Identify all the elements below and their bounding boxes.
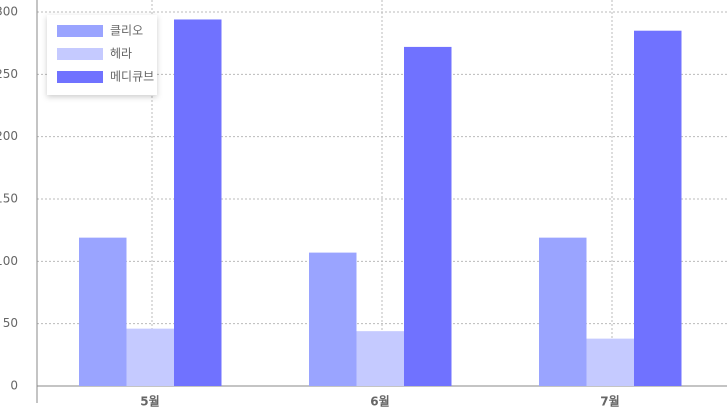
bar: [634, 30, 682, 386]
bar: [539, 237, 587, 386]
legend-swatch: [57, 25, 103, 37]
y-tick-label: 50: [3, 316, 18, 330]
y-tick-label: 100: [0, 254, 18, 268]
x-tick-label: 6월: [370, 394, 389, 409]
bar: [404, 46, 452, 386]
y-tick-label: 250: [0, 67, 18, 81]
legend-label: 메디큐브: [110, 70, 154, 84]
bar: [79, 237, 127, 386]
y-tick-label: 0: [10, 379, 18, 393]
legend-swatch: [57, 48, 103, 60]
x-tick-label: 5월: [140, 394, 159, 409]
y-tick-label: 200: [0, 129, 18, 143]
legend-swatch: [57, 71, 103, 83]
bar: [356, 331, 404, 386]
legend-label: 클리오: [110, 24, 143, 38]
bar: [174, 19, 222, 386]
y-tick-label: 300: [0, 5, 18, 19]
y-tick-label: 150: [0, 192, 18, 206]
bar: [126, 328, 174, 386]
bar: [586, 338, 634, 386]
bar: [309, 252, 357, 386]
x-tick-label: 7월: [600, 394, 619, 409]
legend-label: 헤라: [110, 47, 132, 61]
